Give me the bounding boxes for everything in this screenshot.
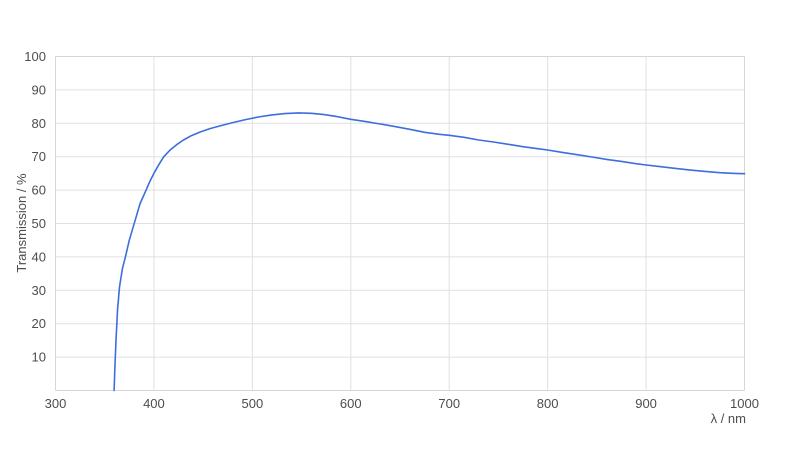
x-axis-title: λ / nm [711, 411, 746, 426]
y-tick-label: 20 [32, 316, 46, 331]
y-tick-label: 10 [32, 350, 46, 365]
transmission-curve [113, 112, 746, 392]
y-tick-label: 100 [24, 49, 46, 64]
x-tick-label: 900 [635, 396, 657, 411]
y-axis-title: Transmission / % [14, 173, 29, 273]
x-tick-label: 500 [242, 396, 264, 411]
x-tick-label: 400 [143, 396, 165, 411]
x-tick-label: 600 [340, 396, 362, 411]
y-axis-tick-labels: 10 20 30 40 50 60 70 80 90 100 [24, 49, 46, 365]
y-tick-label: 80 [32, 116, 46, 131]
gridlines [55, 56, 745, 391]
y-tick-label: 40 [32, 249, 46, 264]
y-tick-label: 60 [32, 183, 46, 198]
x-tick-label: 1000 [730, 396, 759, 411]
x-tick-label: 700 [438, 396, 460, 411]
y-tick-label: 50 [32, 216, 46, 231]
y-tick-label: 90 [32, 82, 46, 97]
x-tick-label: 800 [537, 396, 559, 411]
y-tick-label: 30 [32, 283, 46, 298]
x-tick-label: 300 [45, 396, 67, 411]
x-axis-tick-labels: 300 400 500 600 700 800 900 1000 [45, 396, 759, 411]
y-tick-label: 70 [32, 149, 46, 164]
